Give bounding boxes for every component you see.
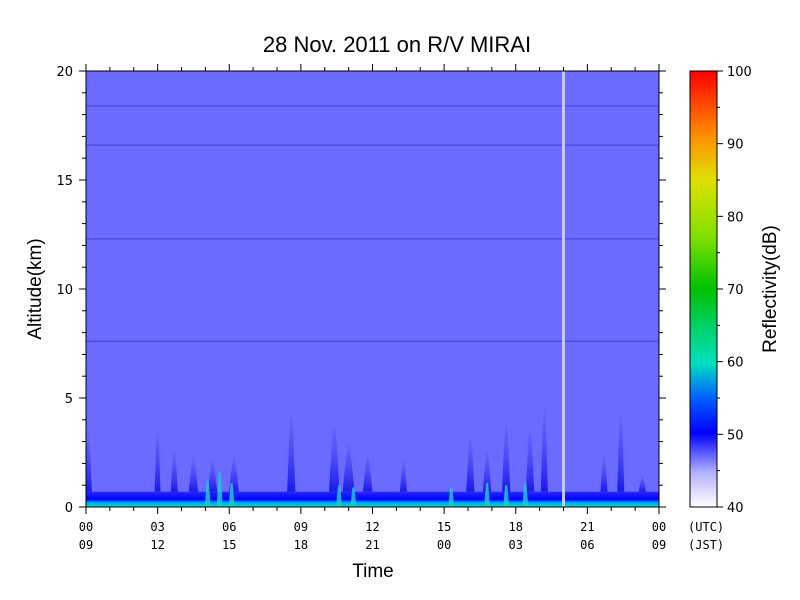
data-gap-line	[562, 71, 565, 507]
cloud-echo	[617, 413, 625, 492]
cloud-echo	[229, 454, 239, 492]
colorbar-tick-label: 80	[727, 210, 744, 225]
cloud-echo	[207, 459, 218, 492]
near-surface-core	[350, 487, 357, 507]
jst-tick-label: 18	[294, 538, 308, 552]
jst-tick-label: 15	[222, 538, 236, 552]
chart-title: 28 Nov. 2011 on R/V MIRAI	[263, 32, 531, 57]
cloud-echo	[540, 408, 548, 492]
utc-tick-label: 00	[652, 520, 666, 534]
cloud-echo	[154, 428, 161, 492]
jst-tick-label: 09	[652, 538, 666, 552]
colorbar-tick-label: 90	[727, 138, 744, 153]
near-surface-core	[228, 483, 235, 507]
plot-background	[86, 71, 659, 507]
y-tick-label: 5	[65, 392, 73, 407]
cloud-echo	[638, 474, 646, 492]
cloud-echo	[600, 454, 608, 492]
near-surface-core	[216, 472, 223, 507]
cloud-echo	[362, 454, 373, 492]
near-surface-core	[336, 485, 343, 507]
cloud-echo	[502, 421, 511, 492]
jst-tick-label: 21	[365, 538, 379, 552]
near-surface-core	[448, 487, 455, 507]
x-axis-label: Time	[352, 561, 394, 582]
cloud-echo	[188, 456, 199, 492]
y-tick-label: 20	[56, 65, 73, 80]
near-surface-core	[522, 483, 529, 507]
cloud-echo	[287, 413, 296, 492]
utc-tick-label: 06	[222, 520, 236, 534]
cloud-echo	[482, 450, 492, 492]
y-tick-label: 0	[65, 501, 73, 516]
utc-zone-label: (UTC)	[688, 520, 724, 534]
near-surface-core	[503, 485, 510, 507]
cloud-echo	[328, 424, 340, 492]
near-surface-core	[484, 483, 491, 507]
plot-area	[86, 71, 659, 507]
jst-tick-label: 00	[437, 538, 451, 552]
utc-tick-label: 00	[79, 520, 93, 534]
cloud-echo	[399, 459, 408, 492]
utc-tick-label: 18	[509, 520, 523, 534]
y-tick-label: 10	[56, 283, 73, 298]
y-tick-label: 15	[56, 174, 73, 189]
cloud-echo	[466, 435, 475, 492]
jst-tick-label: 06	[580, 538, 594, 552]
colorbar-tick-label: 60	[727, 356, 744, 371]
x-axis: 00 09 03 12 06 15 09 18 12 21 15 00 18 03 21 06 00 09	[79, 64, 666, 552]
utc-tick-label: 21	[580, 520, 594, 534]
jst-zone-label: (JST)	[688, 538, 724, 552]
near-surface-core	[204, 480, 211, 507]
jst-tick-label: 12	[150, 538, 164, 552]
utc-tick-label: 09	[294, 520, 308, 534]
colorbar-tick-label: 50	[727, 428, 744, 443]
colorbar-label: Reflectivity(dB)	[760, 225, 781, 353]
utc-tick-label: 03	[150, 520, 164, 534]
cloud-echo	[170, 450, 178, 492]
utc-tick-label: 12	[365, 520, 379, 534]
colorbar	[689, 70, 718, 508]
colorbar-axis: 40 50 60 70 80 90 100	[717, 65, 752, 516]
colorbar-tick-label: 70	[727, 283, 744, 298]
y-axis: 0 5 10 15 20	[56, 65, 666, 516]
colorbar-tick-label: 100	[727, 65, 752, 80]
jst-tick-label: 09	[79, 538, 93, 552]
cloud-echo	[86, 430, 92, 492]
y-axis-label: Altitude(km)	[25, 238, 46, 339]
low-level-echo-layer	[86, 491, 659, 507]
cloud-echo	[525, 428, 535, 492]
utc-tick-label: 15	[437, 520, 451, 534]
colorbar-tick-label: 40	[727, 501, 744, 516]
jst-tick-label: 03	[509, 538, 523, 552]
cloud-echo	[342, 441, 355, 492]
